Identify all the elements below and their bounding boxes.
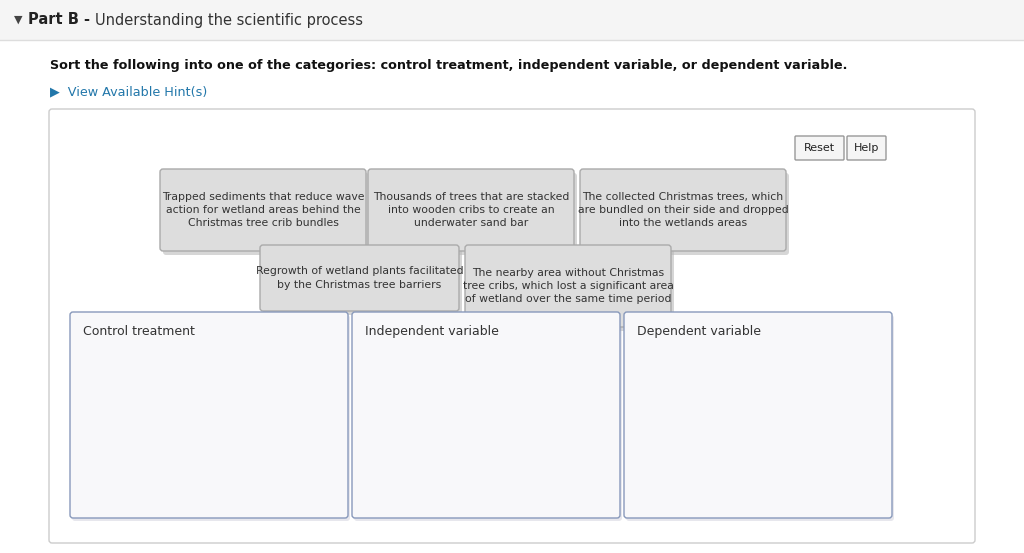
FancyBboxPatch shape [70, 312, 348, 518]
FancyBboxPatch shape [263, 249, 462, 315]
FancyBboxPatch shape [163, 173, 369, 255]
Text: Reset: Reset [804, 143, 835, 153]
Text: ▶  View Available Hint(s): ▶ View Available Hint(s) [50, 86, 207, 98]
Text: ▼: ▼ [13, 15, 23, 25]
FancyBboxPatch shape [847, 136, 886, 160]
FancyBboxPatch shape [795, 136, 844, 160]
Text: Independent variable: Independent variable [365, 325, 499, 338]
Text: Dependent variable: Dependent variable [637, 325, 761, 338]
FancyBboxPatch shape [580, 169, 786, 251]
Text: Control treatment: Control treatment [83, 325, 195, 338]
FancyBboxPatch shape [49, 109, 975, 543]
Text: The collected Christmas trees, which
are bundled on their side and dropped
into : The collected Christmas trees, which are… [578, 192, 788, 228]
FancyBboxPatch shape [624, 312, 892, 518]
FancyBboxPatch shape [354, 315, 622, 521]
Text: The nearby area without Christmas
tree cribs, which lost a significant area
of w: The nearby area without Christmas tree c… [463, 268, 674, 304]
Text: Trapped sediments that reduce wave
action for wetland areas behind the
Christmas: Trapped sediments that reduce wave actio… [162, 192, 365, 228]
FancyBboxPatch shape [371, 173, 577, 255]
FancyBboxPatch shape [368, 169, 574, 251]
Text: Understanding the scientific process: Understanding the scientific process [95, 13, 362, 28]
Text: Part B -: Part B - [28, 13, 90, 28]
FancyBboxPatch shape [352, 312, 620, 518]
Text: Sort the following into one of the categories: control treatment, independent va: Sort the following into one of the categ… [50, 59, 848, 71]
Bar [0, 0, 1024, 40]
FancyBboxPatch shape [260, 245, 459, 311]
Text: Thousands of trees that are stacked
into wooden cribs to create an
underwater sa: Thousands of trees that are stacked into… [373, 192, 569, 228]
FancyBboxPatch shape [583, 173, 790, 255]
FancyBboxPatch shape [72, 315, 350, 521]
FancyBboxPatch shape [465, 245, 671, 327]
Text: Help: Help [854, 143, 880, 153]
FancyBboxPatch shape [468, 249, 674, 331]
FancyBboxPatch shape [626, 315, 894, 521]
Text: Regrowth of wetland plants facilitated
by the Christmas tree barriers: Regrowth of wetland plants facilitated b… [256, 267, 463, 290]
FancyBboxPatch shape [160, 169, 366, 251]
